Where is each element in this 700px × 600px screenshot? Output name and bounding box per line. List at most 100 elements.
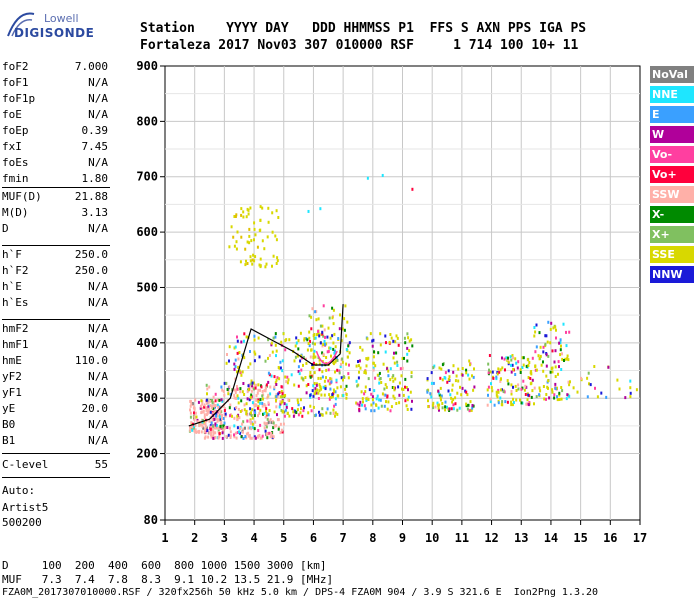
digisonde-logo: Lowell DIGISONDE — [4, 6, 134, 46]
echo-point — [545, 364, 548, 368]
echo-point — [272, 254, 275, 258]
echo-point — [265, 425, 268, 429]
echo-point — [224, 407, 227, 411]
echo-point — [402, 393, 405, 397]
param-value: N/A — [88, 76, 108, 89]
echo-point — [452, 407, 455, 411]
echo-point — [245, 412, 248, 416]
trace-line — [188, 304, 344, 427]
echo-point — [381, 173, 384, 177]
echo-point — [229, 403, 232, 407]
echo-point — [295, 411, 298, 414]
echo-point — [267, 421, 270, 425]
echo-point — [236, 335, 238, 339]
echo-point — [324, 384, 327, 388]
echo-point — [451, 383, 454, 387]
echo-point — [189, 425, 191, 429]
echo-point — [266, 412, 269, 416]
echo-point — [197, 400, 200, 404]
echo-point — [499, 377, 502, 381]
echo-point — [270, 421, 273, 425]
echo-point — [234, 215, 237, 218]
echo-point — [296, 408, 299, 412]
echo-point — [268, 431, 271, 435]
echo-point — [378, 371, 381, 375]
x-tick-label: 1 — [161, 531, 168, 545]
echo-point — [553, 393, 556, 397]
echo-point — [224, 414, 227, 418]
echo-point — [410, 371, 413, 375]
echo-point — [499, 368, 502, 372]
echo-point — [234, 431, 237, 435]
echo-point — [299, 359, 302, 363]
echo-point — [327, 326, 330, 330]
echo-point — [242, 382, 245, 385]
echo-point — [348, 341, 351, 345]
echo-point — [410, 407, 413, 411]
param-row-hf: h`F 250.0 — [2, 248, 108, 264]
param-value: 110.0 — [74, 354, 108, 367]
param-row-fxi: fxI 7.45 — [2, 140, 108, 156]
echo-point — [282, 422, 285, 426]
echo-point — [547, 379, 550, 383]
echo-point — [510, 383, 513, 387]
x-tick-label: 4 — [250, 531, 257, 545]
echo-point — [326, 350, 329, 354]
echo-point — [386, 367, 389, 371]
echo-point — [220, 420, 223, 424]
echo-point — [263, 426, 266, 430]
echo-point — [400, 374, 403, 378]
echo-point — [282, 332, 285, 336]
echo-point — [554, 349, 557, 353]
echo-point — [212, 430, 215, 434]
echo-point — [358, 403, 361, 407]
echo-point — [322, 352, 325, 356]
param-value: 1.80 — [81, 172, 109, 185]
echo-point — [321, 332, 324, 336]
echo-point — [530, 395, 533, 399]
echo-point — [489, 400, 492, 404]
echo-point — [406, 359, 409, 363]
echo-point — [452, 398, 455, 401]
echo-point — [236, 417, 239, 421]
echo-point — [285, 405, 288, 409]
echo-point — [197, 430, 200, 434]
echo-point — [269, 418, 272, 422]
echo-point — [502, 390, 505, 393]
echo-point — [261, 394, 264, 398]
echo-point — [329, 411, 332, 415]
echo-point — [389, 409, 392, 413]
echo-point — [253, 221, 256, 225]
param-divider — [2, 187, 110, 188]
echo-point — [250, 411, 252, 415]
echo-point — [219, 408, 222, 412]
x-tick-label: 5 — [280, 531, 287, 545]
echo-point — [221, 436, 224, 440]
echo-point — [468, 409, 471, 413]
echo-point — [218, 405, 221, 409]
polarization-legend: NoVal NNE E W Vo- Vo+ SSW X- X+ SSE NNW — [650, 66, 694, 286]
echo-point — [253, 334, 256, 338]
echo-point — [253, 350, 256, 354]
echo-point — [441, 406, 444, 410]
echo-point — [331, 306, 334, 310]
echo-point — [281, 359, 284, 363]
param-row-foe: foE N/A — [2, 108, 108, 124]
echo-point — [275, 262, 278, 265]
echo-point — [218, 398, 221, 402]
echo-point — [535, 368, 538, 372]
echo-point — [328, 397, 331, 401]
echo-point — [361, 403, 363, 407]
echo-point — [341, 357, 344, 361]
echo-point — [257, 434, 260, 438]
echo-point — [200, 399, 203, 403]
echo-point — [329, 346, 332, 350]
echo-point — [253, 359, 256, 363]
echo-point — [557, 372, 559, 376]
echo-point — [330, 396, 333, 399]
echo-point — [398, 401, 401, 405]
echo-point — [241, 370, 244, 374]
echo-point — [279, 400, 282, 404]
echo-point — [236, 230, 239, 234]
echo-point — [259, 205, 262, 209]
